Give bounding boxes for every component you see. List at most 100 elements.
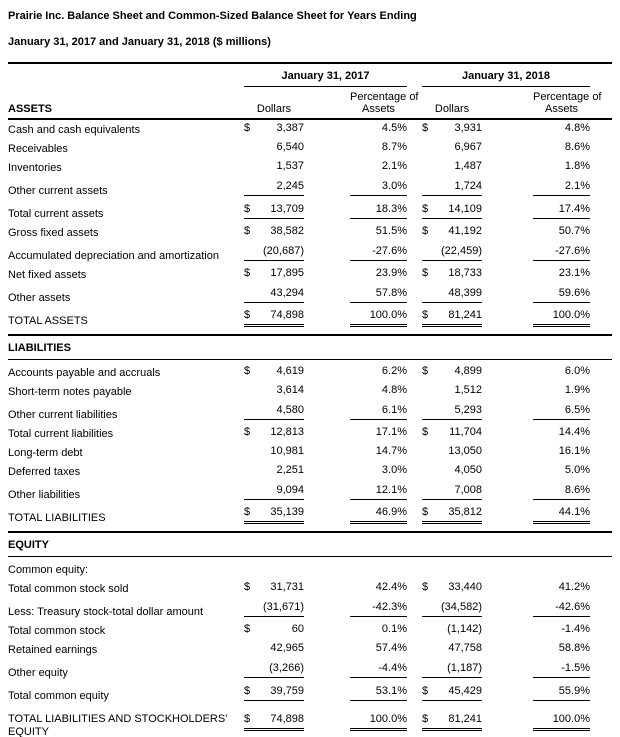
amount: 4,050 [454,464,482,476]
row-label: TOTAL LIABILITIES [8,512,106,524]
subcolumn-pct-2017: Percentage of Assets [350,91,419,115]
dollars-2018-cell: 6,967 [422,141,482,154]
dollars-2018-cell: 47,758 [422,642,482,655]
amount: (3,266) [269,661,304,674]
dollars-2017-cell: (3,266) [244,662,304,678]
dollars-2017-cell: $60 [244,623,304,636]
dollar-sign: $ [244,684,251,697]
row-label: Less: Treasury stock-total dollar amount [8,606,204,618]
dollars-2018-cell: $81,241 [422,713,482,731]
pct-of-assets-2018-cell: 5.0% [564,464,590,476]
row-label: Gross fixed assets [8,227,99,239]
dollars-2017-cell: $12,813 [244,426,304,439]
dollars-2017-cell: $13,709 [244,203,304,219]
dollars-2017-cell: $31,731 [244,581,304,594]
amount: 74,898 [270,713,304,725]
balance-sheet-table: January 31, 2017 January 31, 2018 ASSETS… [8,64,612,737]
dollars-2018-cell: (1,142) [422,623,482,636]
amount: 6,540 [276,141,304,153]
dollars-2017-cell: 42,965 [244,642,304,655]
row-label: Other current liabilities [8,409,118,421]
pct-of-assets-2017-cell: 51.5% [375,225,407,237]
pct-of-assets-2017-cell: 4.8% [381,384,407,396]
dollar-sign: $ [244,308,251,321]
dollar-sign: $ [244,365,251,377]
dollars-2018-cell: (22,459) [422,245,482,261]
amount: 2,251 [276,464,304,476]
dollars-2017-cell: (20,687) [244,245,304,261]
dollars-2017-cell: $74,898 [244,713,304,731]
row-label: Total common stock [8,625,106,637]
row-label: Inventories [8,162,62,174]
dollar-sign: $ [422,308,429,321]
amount: 3,387 [276,122,304,134]
pct-of-assets-2018-cell: 58.8% [558,642,590,654]
dollars-2018-cell: 1,724 [422,180,482,196]
amount: 4,899 [454,365,482,377]
amount: 81,241 [448,308,482,321]
pct-of-assets-2017-cell: 14.7% [375,445,407,457]
dollar-sign: $ [244,122,251,134]
amount: 11,704 [449,426,482,438]
amount: 9,094 [276,483,304,496]
dollars-2018-cell: $35,812 [422,506,482,524]
row-label: Total common equity [8,690,109,702]
title-divider [8,62,612,64]
row-label: TOTAL LIABILITIES AND STOCKHOLDERS' EQUI… [8,713,228,737]
amount: (22,459) [441,244,482,257]
pct-of-assets-2017-cell: 2.1% [381,160,407,172]
dollars-2018-cell: $81,241 [422,309,482,327]
dollars-2017-cell: 43,294 [244,287,304,303]
amount: 5,293 [454,403,482,416]
section-header-assets: ASSETS [8,103,53,115]
dollars-2017-cell: $3,387 [244,122,304,135]
pct-of-assets-2018-cell: 4.8% [564,122,590,134]
amount: 31,731 [270,581,304,593]
row-label: Other equity [8,667,68,679]
pct-of-assets-2018-cell: 1.8% [564,160,590,172]
pct-of-assets-2017-cell: 57.4% [375,642,407,654]
row-label: Common equity: [8,564,89,576]
row-label: Total common stock sold [8,583,129,595]
dollar-sign: $ [244,225,251,237]
document-title-line2: January 31, 2017 and January 31, 2018 ($… [8,36,271,48]
amount: 1,487 [454,160,482,172]
pct-of-assets-2018-cell: -27.6% [533,245,590,261]
pct-of-assets-2017-cell: 100.0% [350,713,407,731]
amount: 35,812 [448,505,482,518]
amount: (1,187) [447,661,482,674]
dollars-2017-cell: 4,580 [244,404,304,420]
amount: 33,440 [448,581,482,593]
section-header-liabilities: LIABILITIES [8,334,612,360]
amount: 60 [291,623,304,635]
amount: 41,192 [448,225,482,237]
dollars-2018-cell: 5,293 [422,404,482,420]
pct-of-assets-2018-cell: 8.6% [564,141,590,153]
pct-of-assets-2017-cell: 18.3% [350,203,407,219]
section-header-equity: EQUITY [8,531,612,557]
pct-of-assets-2018-cell: 59.6% [533,287,590,303]
pct-of-assets-2017-cell: 100.0% [350,309,407,327]
dollar-sign: $ [244,267,251,279]
dollars-2018-cell: 7,008 [422,484,482,500]
dollars-2018-cell: $33,440 [422,581,482,594]
row-label: Deferred taxes [8,466,81,478]
dollar-sign: $ [422,225,429,237]
pct-of-assets-2017-cell: 3.0% [381,464,407,476]
row-label: TOTAL ASSETS [8,315,88,327]
row-label: Accounts payable and accruals [8,367,161,379]
dollar-sign: $ [422,505,429,518]
row-label: Short-term notes payable [8,386,132,398]
dollar-sign: $ [244,426,251,438]
dollars-2018-cell: 4,050 [422,464,482,477]
amount: (34,582) [441,600,482,613]
dollars-2017-cell: 6,540 [244,141,304,154]
header-divider [8,118,612,120]
dollars-2017-cell: 3,614 [244,384,304,397]
pct-of-assets-2017-cell: 6.2% [381,365,407,377]
pct-of-assets-2018-cell: 2.1% [533,180,590,196]
column-group-2018: January 31, 2018 [422,64,590,87]
amount: 47,758 [448,642,482,654]
dollars-2017-cell: $39,759 [244,685,304,701]
pct-of-assets-2017-cell: 12.1% [350,484,407,500]
